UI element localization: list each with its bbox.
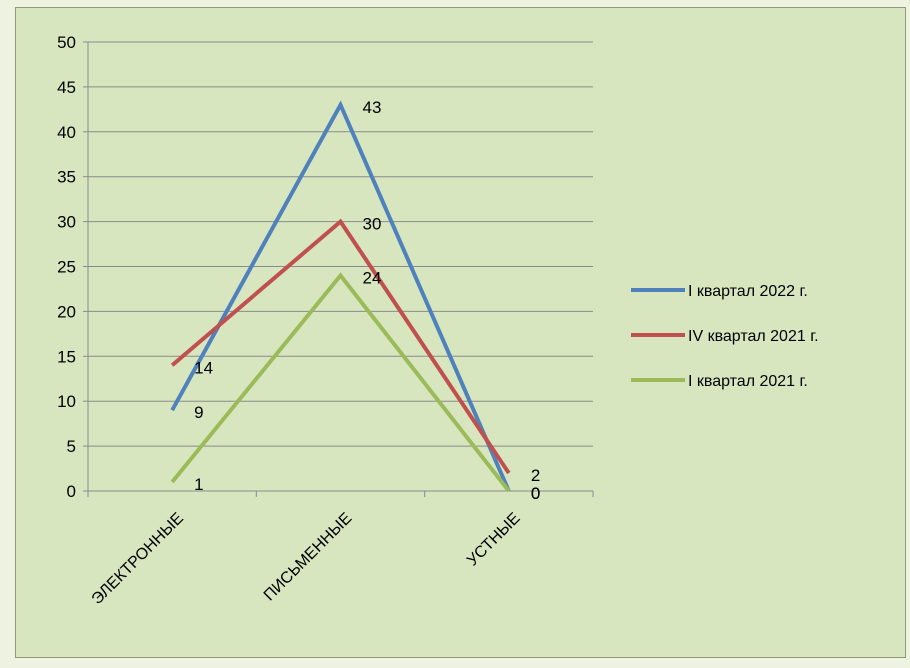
y-tick-label: 15 [57,347,76,366]
data-label: 0 [531,484,540,503]
data-label: 14 [194,358,213,377]
series-line [170,100,511,492]
legend-label: I квартал 2021 г. [688,373,808,390]
chart-area: 0 5 10 15 20 25 30 35 40 45 50 ЭЛЕКТРОННЫЕ ПИСЬМЕННЫ… [15,7,906,658]
series-line [170,272,511,493]
x-tick-label: ЭЛЕКТРОННЫЕ [89,510,187,608]
y-tick-label: 40 [57,123,76,142]
y-tick-label: 25 [57,258,76,277]
data-label: 2 [531,466,540,485]
x-tick-label: УСТНЫЕ [464,510,524,570]
y-tick-label: 30 [57,213,76,232]
data-label: 30 [363,215,382,234]
y-tick-label: 20 [57,302,76,321]
data-label: 43 [363,98,382,117]
y-tick-label: 5 [67,437,76,456]
y-tick-label: 45 [57,78,76,97]
legend-label: I квартал 2022 г. [688,283,808,300]
y-tick-label: 0 [67,482,76,501]
data-label: 24 [363,268,382,287]
series-line [170,218,511,475]
y-tick-label: 35 [57,168,76,187]
x-tick-label: ПИСЬМЕННЫЕ [261,510,356,605]
data-label: 1 [194,475,203,494]
data-label: 9 [194,403,203,422]
y-tick-label: 50 [57,33,76,52]
data-label: 0 [531,484,540,503]
y-tick-label: 10 [57,392,76,411]
legend-label: IV квартал 2021 г. [688,328,819,345]
